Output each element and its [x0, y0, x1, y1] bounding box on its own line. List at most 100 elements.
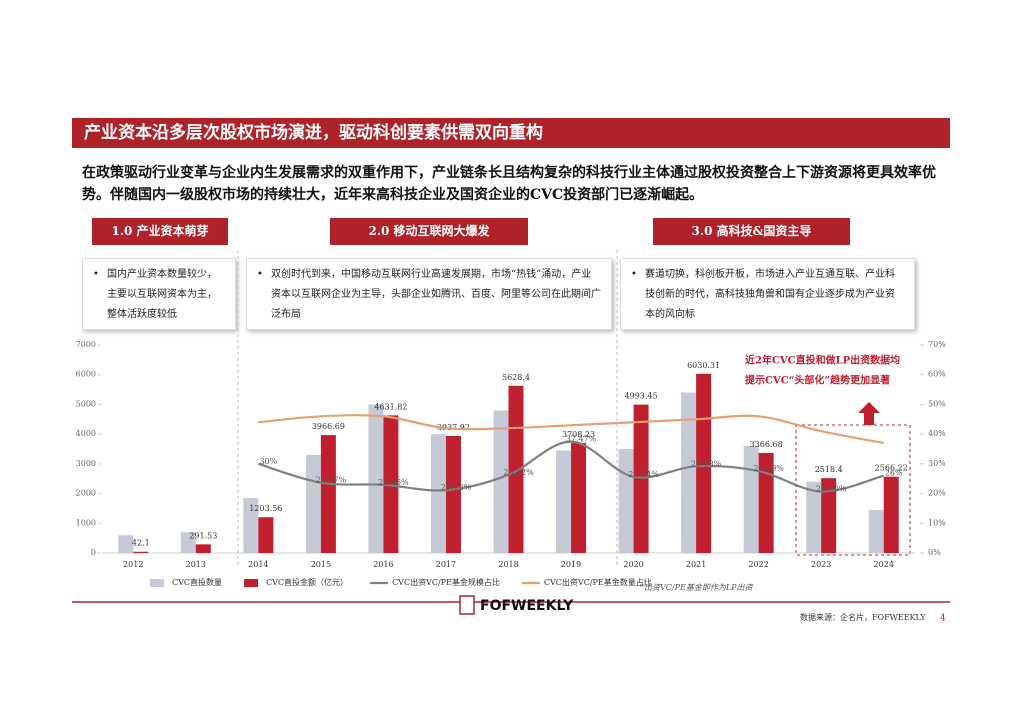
- y-tick-label: 4000: [76, 429, 96, 438]
- x-tick-label: 2015: [311, 560, 331, 569]
- line-label: 29.18%: [691, 459, 722, 468]
- arrow: [858, 402, 880, 425]
- y-tick-label: 2000: [76, 489, 96, 498]
- annotation: 提示CVC“头部化”趋势更加显著: [745, 374, 890, 387]
- bar: [180, 532, 196, 553]
- y2-tick-label: 0%: [928, 548, 941, 557]
- x-tick-label: 2017: [436, 560, 456, 569]
- x-tick-label: 2013: [186, 560, 206, 569]
- intro: 在政策驱动行业变革与企业内生发展需求的双重作用下，产业链条长且结构复杂的科技行业…: [82, 165, 936, 203]
- legend-label: CVC直投金额（亿元）: [266, 577, 348, 587]
- legend-swatch: [150, 579, 164, 587]
- logo: FOFWEEKLY: [480, 598, 574, 614]
- x-tick-label: 2018: [498, 560, 518, 569]
- bar: [305, 454, 321, 553]
- line-label: 22.95%: [378, 478, 409, 487]
- x-tick-label: 2020: [623, 560, 643, 569]
- bar-label: 3366.68: [750, 440, 783, 449]
- line-label: 26.32%: [503, 468, 534, 477]
- bar: [368, 404, 384, 553]
- y2-tick-label: 50%: [928, 399, 946, 408]
- bar: [681, 392, 697, 553]
- annotation: 近2年CVC直投和做LP出资数据均: [745, 354, 900, 367]
- bar-label: 42.1: [132, 539, 150, 548]
- phase-label: 1.0 产业资本萌芽: [92, 218, 228, 245]
- bar-label: 5628.4: [502, 373, 530, 382]
- phase-label: 2.0 移动互联网大爆发: [330, 218, 528, 245]
- line-label: 20.70%: [816, 484, 847, 493]
- y2-tick-label: 70%: [928, 340, 946, 349]
- highlight-box: [795, 424, 911, 556]
- bar-label: 2518.4: [815, 465, 843, 474]
- x-tick-label: 2021: [686, 560, 706, 569]
- line-label: 21.12%: [441, 483, 472, 492]
- x-tick-label: 2024: [874, 560, 894, 569]
- bar: [633, 404, 649, 553]
- source: 数据来源：企名片，FOFWEEKLY: [800, 612, 926, 622]
- bar: [571, 442, 587, 553]
- footnote: *出资VC/PE基金即作为LP出资: [640, 583, 754, 592]
- x-tick-label: 2023: [811, 560, 831, 569]
- bar-label: 3708.23: [562, 430, 595, 439]
- legend-label: CVC直投数量: [172, 577, 222, 587]
- line-label: 23.67%: [316, 476, 347, 485]
- bar: [743, 446, 759, 553]
- bar: [445, 435, 461, 553]
- line-label: 37.47%: [566, 435, 597, 444]
- y2-tick-label: 30%: [928, 459, 946, 468]
- bar-label: 3937.92: [437, 423, 470, 432]
- x-tick-label: 2014: [248, 560, 268, 569]
- line: [258, 414, 884, 445]
- phase-text: 赛道切换，科创板开板，市场进入产业互通互联、产业科技创新的时代，高科技独角兽和国…: [620, 258, 915, 330]
- bar: [806, 481, 822, 553]
- x-tick-label: 2016: [373, 560, 393, 569]
- x-tick-label: 2012: [123, 560, 143, 569]
- y-tick-label: 7000: [76, 340, 96, 349]
- y2-tick-label: 20%: [928, 489, 946, 498]
- bar: [133, 551, 149, 553]
- line-label: 30%: [259, 457, 277, 466]
- bar: [258, 517, 274, 553]
- bar-label: 2566.22: [875, 464, 908, 473]
- legend-label: CVC出资VC/PE基金规模占比: [392, 577, 500, 587]
- y-tick-label: 5000: [76, 399, 96, 408]
- phase-label: 3.0 高科技&国资主导: [653, 218, 850, 245]
- bar: [618, 449, 634, 553]
- bar: [556, 450, 572, 553]
- y-tick-label: 6000: [76, 370, 96, 379]
- line: [258, 440, 885, 493]
- bar-label: 3966.69: [312, 422, 345, 431]
- bar: [383, 415, 399, 553]
- bar: [493, 410, 509, 553]
- bar: [758, 452, 774, 553]
- y-tick-label: 0: [91, 548, 96, 557]
- x-tick-label: 2019: [561, 560, 581, 569]
- y-tick-label: 1000: [76, 518, 96, 527]
- page-number: 4: [940, 614, 946, 624]
- bar: [320, 435, 336, 553]
- y2-tick-label: 60%: [928, 370, 946, 379]
- legend-label: CVC出资VC/PE基金数量占比: [544, 577, 652, 587]
- bar: [868, 509, 884, 553]
- bar-label: 1203.56: [249, 504, 282, 513]
- line-label: 27.59%: [753, 464, 784, 473]
- y2-tick-label: 10%: [928, 518, 946, 527]
- legend-swatch: [244, 579, 259, 587]
- y-tick-label: 3000: [76, 459, 96, 468]
- bar-label: 4993.45: [625, 392, 658, 401]
- bar: [883, 476, 899, 553]
- bar-label: 6030.31: [687, 361, 720, 370]
- bar: [118, 535, 134, 553]
- y2-tick-label: 40%: [928, 429, 946, 438]
- title-bar: 产业资本沿多层次股权市场演进，驱动科创要素供需双向重构: [72, 118, 950, 148]
- phase-text: 国内产业资本数量较少，主要以互联网资本为主，整体活跃度较低: [82, 258, 236, 330]
- line-label: 26%: [885, 469, 903, 478]
- bar-label: 4631.82: [374, 402, 407, 411]
- x-tick-label: 2022: [748, 560, 768, 569]
- logo-icon: [459, 595, 475, 615]
- bar: [243, 498, 259, 553]
- bar: [430, 434, 446, 553]
- bar: [821, 478, 837, 553]
